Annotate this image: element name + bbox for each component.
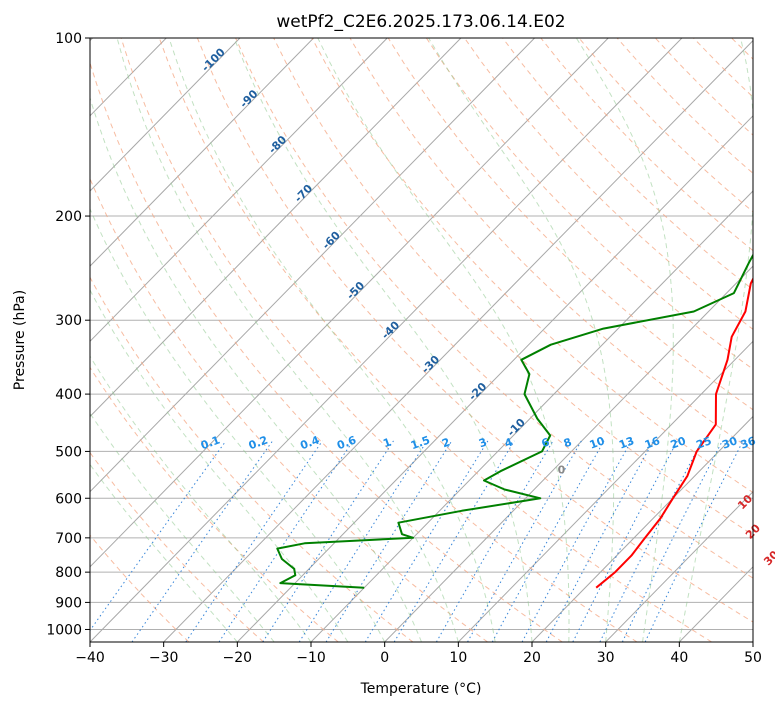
mixing-ratio-line	[644, 440, 744, 642]
y-tick-label: 700	[55, 531, 82, 547]
isotherm-line	[90, 38, 535, 493]
mixing-ratio-label: 25	[695, 434, 714, 451]
isotherm-line	[90, 38, 462, 418]
moist-adiabat	[168, 38, 496, 642]
isotherm-line	[531, 415, 753, 642]
isotherm-line	[163, 39, 753, 642]
mixing-ratio-label: 13	[617, 434, 636, 451]
y-tick-label: 400	[55, 387, 82, 403]
isotherm-line	[90, 38, 609, 568]
moist-adiabat	[575, 38, 674, 642]
mixing-ratio-label: 0.6	[335, 433, 358, 452]
mixing-ratio-label: 0.2	[247, 433, 270, 452]
mixing-ratio-label: 30	[720, 434, 739, 452]
mixing-ratio-line	[572, 440, 678, 642]
mixing-ratio-line	[599, 440, 703, 642]
dry-adiabat	[90, 61, 563, 642]
mixing-ratio-line	[364, 440, 489, 642]
dewpoint-line	[276, 253, 753, 589]
mixing-ratio-line	[435, 440, 554, 642]
y-axis-label: Pressure (hPa)	[12, 290, 28, 390]
y-tick-label: 200	[55, 209, 82, 225]
sounding-series	[276, 253, 753, 589]
mixing-ratio-label: 0.1	[199, 433, 222, 452]
x-tick-label: 40	[670, 650, 688, 666]
x-tick-label: −20	[223, 650, 253, 666]
moist-adiabat	[90, 96, 422, 642]
dry-adiabat	[425, 38, 753, 370]
y-tick-label: 100	[55, 31, 82, 47]
mixing-ratio-label: 6	[540, 435, 552, 450]
mixing-ratio-line	[393, 440, 515, 642]
x-tick-label: −10	[296, 650, 326, 666]
mixing-ratio-line	[325, 440, 453, 642]
moist-adiabat-lines	[90, 38, 753, 642]
moist-adiabat	[90, 207, 386, 642]
temperature-line	[595, 276, 753, 589]
dry-adiabat	[273, 38, 753, 536]
mixing-ratio-label: 8	[562, 436, 574, 451]
mixing-ratio-label: 3	[477, 436, 489, 451]
x-tick-label: −30	[149, 650, 179, 666]
y-tick-label: 600	[55, 491, 82, 507]
chart-title: wetPf2_C2E6.2025.173.06.14.E02	[276, 12, 565, 32]
moist-adiabat	[90, 463, 238, 642]
moist-adiabat	[317, 38, 570, 642]
mixing-ratio-label: 1.5	[409, 433, 432, 452]
y-axis-ticks: 100 200 300 400 500 600 700 800 900 1000	[46, 31, 90, 638]
x-tick-label: 20	[523, 650, 541, 666]
y-tick-label: 900	[55, 595, 82, 611]
x-tick-label: 0	[380, 650, 389, 666]
moist-adiabat	[428, 38, 615, 642]
mixing-ratio-label: 2	[440, 436, 452, 451]
x-axis-ticks: −40 −30 −20 −10 0 10 20 30 40 50	[75, 642, 762, 666]
dry-adiabat-label: 30	[761, 548, 775, 568]
mixing-ratio-line	[621, 440, 723, 642]
y-tick-label: 300	[55, 313, 82, 329]
x-tick-label: 50	[744, 650, 762, 666]
zero-label: 0	[558, 464, 566, 477]
y-tick-label: 800	[55, 565, 82, 581]
moist-adiabat	[90, 355, 312, 642]
isotherm-line	[90, 38, 241, 192]
moist-adiabat	[116, 38, 459, 642]
mixing-ratio-line	[90, 440, 227, 632]
isotherm-line	[90, 38, 388, 343]
mixing-ratio-label: 16	[643, 434, 662, 452]
mixing-ratio-line	[545, 440, 654, 642]
dry-adiabat	[311, 38, 753, 494]
x-axis-label: Temperature (°C)	[360, 681, 482, 697]
isotherm-line	[457, 340, 753, 642]
moist-adiabat	[233, 38, 533, 642]
x-tick-label: −40	[75, 650, 105, 666]
isotherm-lines	[90, 38, 753, 642]
mixing-ratio-label: 4	[503, 435, 515, 450]
dry-adiabat	[120, 38, 638, 642]
isotherm-line	[90, 38, 683, 642]
mixing-ratio-lines	[90, 440, 744, 642]
x-tick-label: 30	[597, 650, 615, 666]
mixing-ratio-line	[491, 440, 605, 642]
mixing-ratio-line	[218, 440, 354, 642]
mixing-ratio-label: 20	[669, 434, 688, 452]
moist-adiabat	[90, 412, 275, 642]
mixing-ratio-label: 0.4	[298, 433, 321, 452]
moist-adiabat	[678, 38, 753, 642]
y-tick-label: 500	[55, 444, 82, 460]
isotherm-line	[384, 265, 753, 642]
y-tick-label: 1000	[46, 622, 82, 638]
plot-frame	[89, 37, 754, 643]
isotherm-line	[605, 490, 753, 642]
isotherm-line	[90, 38, 314, 267]
mixing-ratio-line	[521, 440, 632, 642]
x-tick-label: 10	[449, 650, 467, 666]
mixing-ratio-line	[467, 440, 582, 642]
mixing-ratio-label: 10	[588, 434, 607, 452]
mixing-ratio-label: 1	[381, 436, 393, 451]
